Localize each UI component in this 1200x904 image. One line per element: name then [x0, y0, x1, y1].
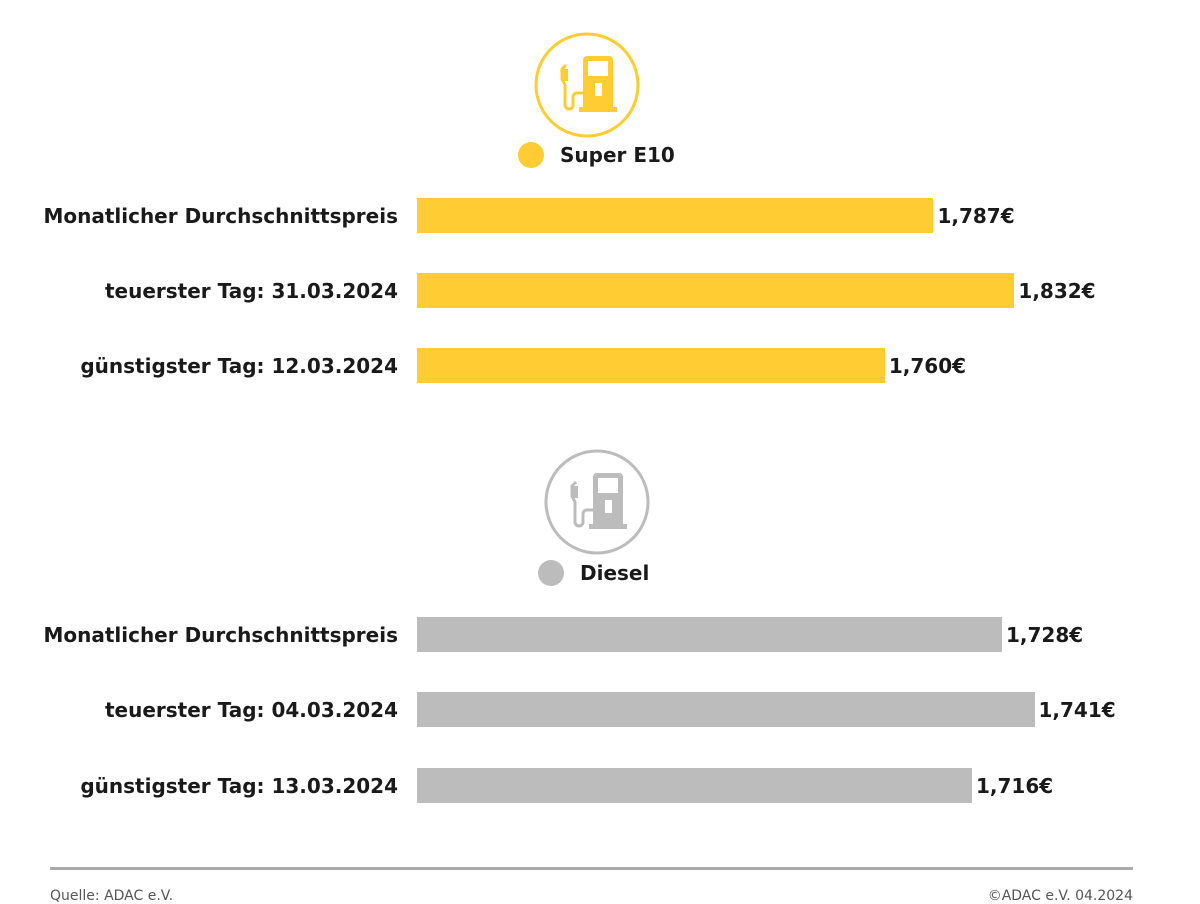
bar — [417, 273, 1015, 308]
category-label: günstigster Tag: 12.03.2024 — [80, 354, 398, 378]
source-text: Quelle: ADAC e.V. — [50, 888, 174, 904]
legend-dot — [518, 142, 544, 168]
legend-label: Diesel — [580, 561, 650, 585]
category-label: teuerster Tag: 04.03.2024 — [104, 698, 398, 722]
bar-row: günstigster Tag: 12.03.2024 1,760€ — [0, 348, 1200, 384]
footer-divider — [50, 867, 1133, 870]
category-label: Monatlicher Durchschnittspreis — [43, 623, 398, 647]
bar — [417, 198, 934, 233]
bar-row: Monatlicher Durchschnittspreis 1,728€ — [0, 617, 1200, 653]
value-label: 1,760€ — [888, 354, 967, 378]
value-label: 1,741€ — [1038, 698, 1116, 722]
category-label: teuerster Tag: 31.03.2024 — [104, 279, 398, 303]
value-label: 1,787€ — [937, 204, 1015, 228]
legend-super-e10: Super E10 — [518, 142, 675, 168]
bar — [417, 692, 1035, 727]
fuel-pump-icon — [544, 449, 650, 555]
legend-diesel: Diesel — [538, 560, 649, 586]
fuel-pump-icon — [534, 32, 640, 138]
copyright-text: ©ADAC e.V. 04.2024 — [987, 888, 1133, 904]
value-label: 1,832€ — [1018, 279, 1096, 303]
bar-row: teuerster Tag: 31.03.2024 1,832€ — [0, 273, 1200, 309]
bar-row: Monatlicher Durchschnittspreis 1,787€ — [0, 198, 1200, 234]
bar-row: teuerster Tag: 04.03.2024 1,741€ — [0, 692, 1200, 728]
value-label: 1,728€ — [1006, 623, 1084, 647]
legend-dot — [538, 560, 564, 586]
bar — [417, 348, 885, 383]
bar — [417, 617, 1002, 652]
legend-label: Super E10 — [560, 143, 675, 167]
category-label: günstigster Tag: 13.03.2024 — [80, 774, 398, 798]
category-label: Monatlicher Durchschnittspreis — [43, 204, 398, 228]
bar-row: günstigster Tag: 13.03.2024 1,716€ — [0, 768, 1200, 804]
value-label: 1,716€ — [976, 774, 1054, 798]
bar — [417, 768, 972, 803]
